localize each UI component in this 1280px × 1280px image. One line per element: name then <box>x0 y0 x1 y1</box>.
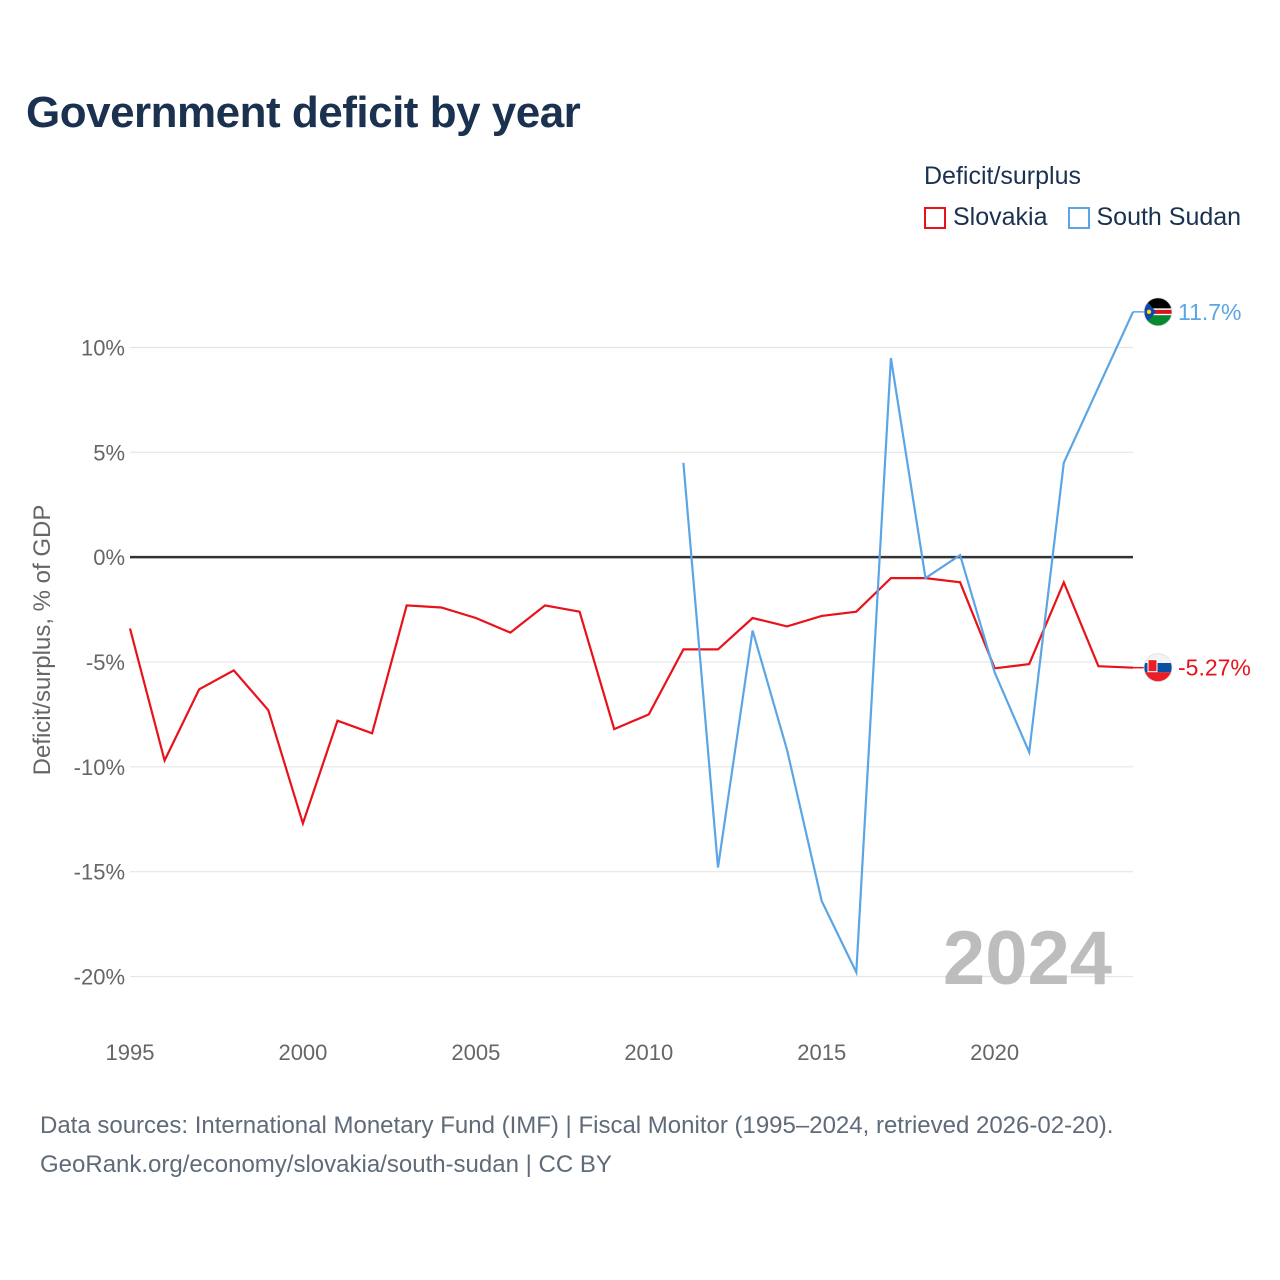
data-point-slovakia[interactable] <box>1095 663 1101 669</box>
y-tick-label: 5% <box>93 440 125 465</box>
y-tick-label: -15% <box>74 860 125 885</box>
data-point-south-sudan[interactable] <box>922 575 928 581</box>
y-tick-label: 0% <box>93 545 125 570</box>
flag-icon-slovakia <box>1143 653 1173 683</box>
data-point-south-sudan[interactable] <box>957 552 963 558</box>
y-tick-label: -20% <box>74 965 125 990</box>
data-point-slovakia[interactable] <box>784 623 790 629</box>
data-point-slovakia[interactable] <box>646 711 652 717</box>
flag-icon-south-sudan <box>1143 297 1173 327</box>
data-point-slovakia[interactable] <box>611 726 617 732</box>
data-point-slovakia[interactable] <box>542 602 548 608</box>
data-point-slovakia[interactable] <box>162 758 168 764</box>
x-tick-label: 2010 <box>624 1040 673 1065</box>
y-tick-label: -10% <box>74 755 125 780</box>
data-point-south-sudan[interactable] <box>819 898 825 904</box>
y-axis-ticks: 10% 5% 0% -5% -10% -15% -20% <box>74 336 125 990</box>
data-point-south-sudan[interactable] <box>1061 460 1067 466</box>
legend-item-south-sudan[interactable]: South Sudan <box>1067 203 1242 232</box>
data-point-slovakia[interactable] <box>680 646 686 652</box>
grid <box>130 346 1133 978</box>
data-point-slovakia[interactable] <box>369 730 375 736</box>
data-point-south-sudan[interactable] <box>992 669 998 675</box>
data-point-slovakia[interactable] <box>577 609 583 615</box>
legend-swatch-slovakia <box>924 206 946 229</box>
y-tick-label: 10% <box>81 336 125 361</box>
x-axis-ticks: 1995 2000 2005 2010 2015 2020 <box>106 1040 1020 1065</box>
data-point-slovakia[interactable] <box>819 613 825 619</box>
data-point-slovakia[interactable] <box>127 625 133 631</box>
x-tick-label: 2020 <box>970 1040 1019 1065</box>
x-tick-label: 2015 <box>797 1040 846 1065</box>
footer: Data sources: International Monetary Fun… <box>40 1106 1113 1184</box>
chart-title: Government deficit by year <box>26 88 581 137</box>
data-point-slovakia[interactable] <box>335 718 341 724</box>
series-lines <box>127 311 1134 977</box>
series-line-south-sudan[interactable] <box>682 311 1134 977</box>
legend-item-slovakia[interactable]: Slovakia <box>924 203 1048 232</box>
year-watermark: 2024 <box>943 916 1112 1001</box>
data-point-south-sudan[interactable] <box>784 747 790 753</box>
y-axis-label: Deficit/surplus, % of GDP <box>29 505 56 776</box>
series-line-slovakia[interactable] <box>128 576 1134 827</box>
data-point-slovakia[interactable] <box>438 604 444 610</box>
data-point-slovakia[interactable] <box>750 615 756 621</box>
data-point-slovakia[interactable] <box>1026 661 1032 667</box>
data-point-slovakia[interactable] <box>300 820 306 826</box>
data-point-slovakia[interactable] <box>957 579 963 585</box>
data-point-slovakia[interactable] <box>265 707 271 713</box>
data-point-south-sudan[interactable] <box>888 355 894 361</box>
data-point-south-sudan[interactable] <box>750 628 756 634</box>
data-point-south-sudan[interactable] <box>680 460 686 466</box>
legend: Deficit/surplus Slovakia South Sudan <box>924 162 1241 232</box>
data-point-slovakia[interactable] <box>507 630 513 636</box>
legend-label-slovakia: Slovakia <box>953 203 1048 231</box>
data-point-south-sudan[interactable] <box>1026 749 1032 755</box>
data-point-slovakia[interactable] <box>404 602 410 608</box>
legend-label-south-sudan: South Sudan <box>1096 203 1242 231</box>
data-point-slovakia[interactable] <box>473 615 479 621</box>
data-point-slovakia[interactable] <box>231 667 237 673</box>
data-point-slovakia[interactable] <box>1061 579 1067 585</box>
x-tick-label: 1995 <box>106 1040 155 1065</box>
data-point-south-sudan[interactable] <box>1095 384 1101 390</box>
data-point-slovakia[interactable] <box>196 686 202 692</box>
end-label-slovakia: -5.27% <box>1178 655 1251 681</box>
data-point-south-sudan[interactable] <box>715 864 721 870</box>
legend-swatch-south-sudan <box>1067 206 1090 229</box>
x-tick-label: 2005 <box>451 1040 500 1065</box>
footer-sources: Data sources: International Monetary Fun… <box>40 1112 1114 1139</box>
end-labels: -5.27% 11.7% <box>1133 297 1251 683</box>
x-tick-label: 2000 <box>278 1040 327 1065</box>
y-tick-label: -5% <box>86 650 125 675</box>
data-point-slovakia[interactable] <box>853 609 859 615</box>
data-point-slovakia[interactable] <box>888 575 894 581</box>
data-point-south-sudan[interactable] <box>853 969 859 975</box>
end-label-south-sudan: 11.7% <box>1178 299 1242 325</box>
legend-title: Deficit/surplus <box>924 162 1081 190</box>
data-point-slovakia[interactable] <box>715 646 721 652</box>
footer-attribution[interactable]: GeoRank.org/economy/slovakia/south-sudan… <box>40 1151 612 1178</box>
